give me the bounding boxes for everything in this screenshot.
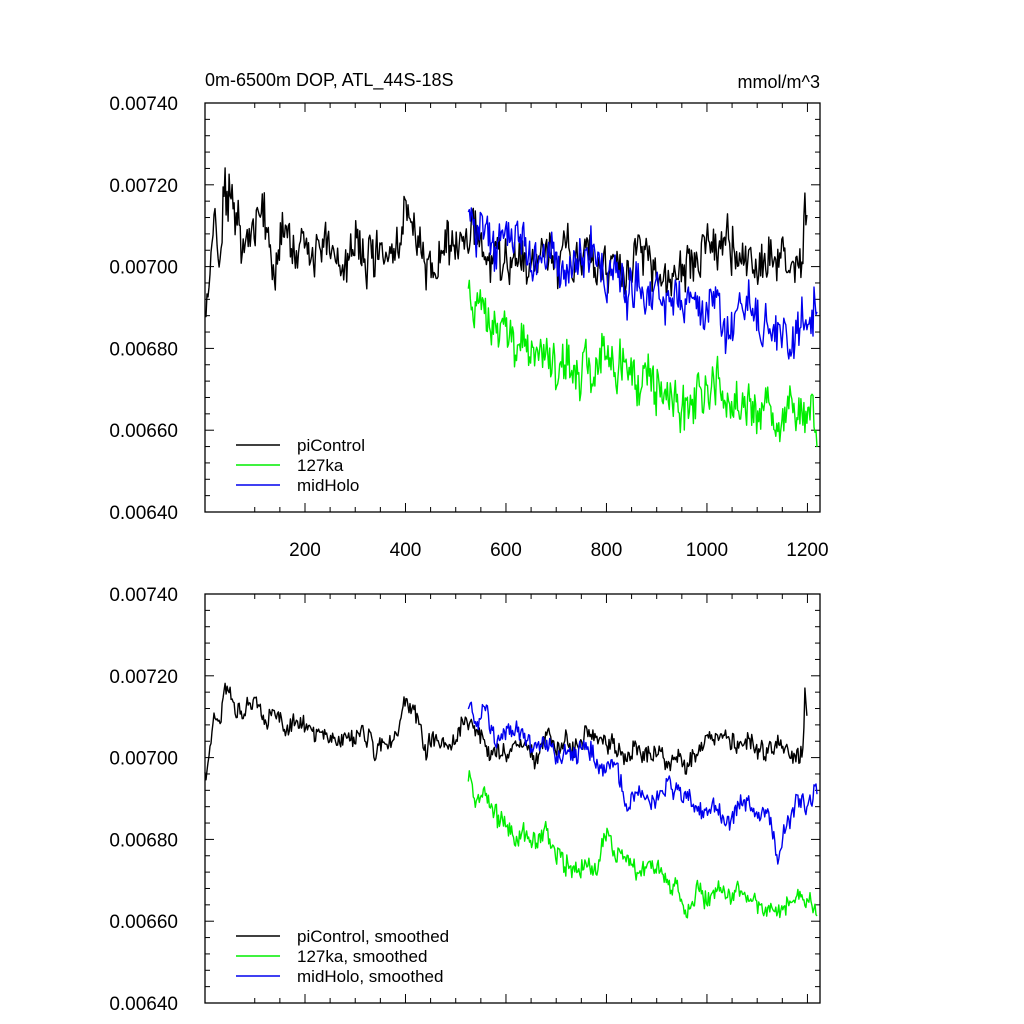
legend-label-127ka-smoothed: 127ka, smoothed [297,947,427,966]
y-tick-label: 0.00640 [109,994,178,1015]
y-axis-labels: 0.00640 0.00660 0.00680 0.00700 0.00720 0.007… [109,94,178,524]
units-label: mmol/m^3 [738,72,820,92]
y-tick-label: 0.00660 [109,421,178,442]
y-tick-label: 0.00700 [109,258,178,279]
series-line-midholo [467,207,818,360]
series-line-picontrol-smoothed [204,682,808,781]
axis-ticks [205,102,820,513]
x-tick-label: 1200 [786,540,828,561]
x-tick-label: 800 [591,540,623,561]
series-line-picontrol [204,167,808,318]
x-tick-label: 1000 [686,540,728,561]
y-tick-label: 0.00680 [109,830,178,851]
chart-title: 0m-6500m DOP, ATL_44S-18S [205,70,453,91]
bottom-panel: 0.00640 0.00660 0.00680 0.00700 0.00720 0.007… [109,585,821,1015]
plot-frame [204,102,821,513]
y-tick-label: 0.00740 [109,585,178,606]
y-tick-label: 0.00660 [109,912,178,933]
legend-label-picontrol: piControl [297,436,365,455]
series-lines [204,682,818,919]
x-axis-labels: 200 400 600 800 1000 1200 [289,540,828,561]
y-axis-labels: 0.00640 0.00660 0.00680 0.00700 0.00720 0.007… [109,585,178,1015]
x-tick-label: 400 [390,540,422,561]
legend-label-midholo-smoothed: midHolo, smoothed [297,967,443,986]
y-tick-label: 0.00640 [109,503,178,524]
series-line-127ka [467,279,818,448]
top-panel: 0m-6500m DOP, ATL_44S-18S mmol/m^3 0.006… [109,70,828,561]
legend-label-127ka: 127ka [297,456,344,475]
y-tick-label: 0.00720 [109,176,178,197]
series-lines [204,167,818,448]
y-tick-label: 0.00680 [109,339,178,360]
y-tick-label: 0.00720 [109,667,178,688]
x-tick-label: 200 [289,540,321,561]
plot-frame [204,593,821,1004]
axis-ticks [205,593,820,1004]
y-tick-label: 0.00700 [109,749,178,770]
y-tick-label: 0.00740 [109,94,178,115]
x-tick-label: 600 [490,540,522,561]
legend-label-midholo: midHolo [297,476,359,495]
legend-label-picontrol-smoothed: piControl, smoothed [297,927,449,946]
series-line-127ka-smoothed [467,770,818,919]
series-line-midholo-smoothed [467,701,818,865]
